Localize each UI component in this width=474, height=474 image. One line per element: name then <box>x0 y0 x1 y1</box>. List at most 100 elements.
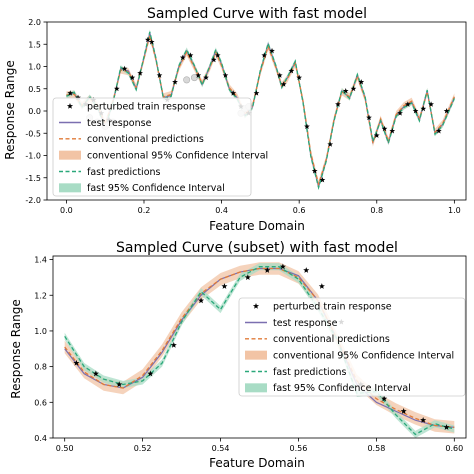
legend-handle <box>252 302 260 309</box>
fast-predictions-line <box>66 31 455 191</box>
chart-title: Sampled Curve (subset) with fast model <box>116 240 398 256</box>
train-point <box>145 36 151 43</box>
train-point <box>214 52 221 58</box>
legend-handle <box>59 150 81 160</box>
x-axis-label: Feature Domain <box>209 456 305 470</box>
y-tick-label: 1.0 <box>28 63 41 72</box>
x-tick-label: 0.0 <box>60 206 73 215</box>
y-tick-label: -1.5 <box>25 174 41 183</box>
y-tick-label: 1.4 <box>34 256 47 265</box>
y-axis-label: Response Range <box>3 60 17 159</box>
train-point <box>373 132 380 138</box>
x-tick-label: 0.8 <box>370 206 383 215</box>
x-tick-label: 0.58 <box>367 444 385 453</box>
train-point <box>170 342 177 348</box>
train-point <box>261 52 268 58</box>
train-point <box>319 176 326 183</box>
train-point <box>179 54 186 61</box>
legend: perturbed train response test response con… <box>238 297 466 397</box>
train-point <box>187 52 194 58</box>
train-point <box>222 72 229 78</box>
legend-label: perturbed train response <box>273 301 392 312</box>
train-point <box>303 267 310 273</box>
train-point <box>397 110 403 116</box>
conventional-predictions-line <box>64 267 455 428</box>
x-tick-label: 0.2 <box>138 206 151 215</box>
legend-label: conventional predictions <box>273 334 390 345</box>
x-tick-label: 1.0 <box>448 206 461 215</box>
train-point <box>129 74 136 81</box>
conventional-predictions-line <box>66 35 455 187</box>
chart-title: Sampled Curve with fast model <box>147 6 367 22</box>
legend-handle <box>245 350 267 360</box>
train-point <box>420 105 427 112</box>
x-tick-label: 0.56 <box>290 444 308 453</box>
outlier-point <box>190 74 198 82</box>
train-point <box>400 408 407 414</box>
fast-predictions-line <box>64 266 455 436</box>
train-point <box>389 128 396 134</box>
train-point <box>203 74 209 81</box>
legend-label: conventional 95% Confidence Interval <box>273 350 454 361</box>
train-point <box>221 283 228 289</box>
train-point <box>116 381 123 388</box>
train-point <box>358 79 365 85</box>
y-tick-label: 0.4 <box>34 434 47 443</box>
legend-label: test response <box>273 318 338 329</box>
train-point <box>366 114 372 121</box>
y-tick-label: -0.5 <box>25 129 41 138</box>
train-point <box>404 101 411 107</box>
y-tick-label: 2.0 <box>28 18 41 27</box>
y-tick-label: 1.2 <box>34 291 47 300</box>
train-point <box>296 74 303 81</box>
train-point <box>137 70 143 76</box>
train-point <box>381 395 388 402</box>
train-point <box>327 141 334 147</box>
train-point <box>318 283 325 289</box>
train-point <box>335 101 341 107</box>
legend-handle <box>245 383 267 393</box>
train-point <box>113 85 120 92</box>
x-tick-label: 0.6 <box>293 206 306 215</box>
chart-full-curve: Sampled Curve with fast model Feature Do… <box>3 6 467 233</box>
train-point <box>210 56 217 63</box>
y-tick-label: 0.5 <box>28 85 41 94</box>
train-point <box>342 87 349 94</box>
legend-label: conventional predictions <box>87 134 204 145</box>
y-tick-label: 0.6 <box>34 398 47 407</box>
train-point <box>92 370 99 377</box>
train-point <box>147 370 154 377</box>
train-point <box>381 125 388 132</box>
legend-box <box>238 297 466 397</box>
x-tick-label: 0.54 <box>212 444 230 453</box>
train-point <box>443 108 450 114</box>
train-point <box>420 416 427 423</box>
train-point <box>435 128 442 134</box>
chart-subset-curve: Sampled Curve (subset) with fast model F… <box>9 240 467 470</box>
train-point <box>443 424 450 430</box>
train-point <box>198 297 205 304</box>
x-tick-label: 0.4 <box>215 206 228 215</box>
train-point <box>195 72 202 78</box>
legend-label: fast predictions <box>87 167 161 178</box>
conventional-confidence-band <box>64 262 455 434</box>
train-point <box>412 108 419 114</box>
legend-label: fast 95% Confidence Interval <box>273 383 411 394</box>
train-point <box>264 267 271 273</box>
train-point <box>428 101 434 107</box>
train-point <box>121 65 128 72</box>
y-tick-label: -1.0 <box>25 152 41 161</box>
legend-handle <box>66 102 74 109</box>
legend-label: fast predictions <box>273 367 347 378</box>
train-point <box>75 94 81 101</box>
y-tick-label: 1.5 <box>28 40 41 49</box>
y-tick-label: 1.0 <box>34 327 47 336</box>
legend-label: conventional 95% Confidence Interval <box>87 150 268 161</box>
legend-label: fast 95% Confidence Interval <box>87 183 225 194</box>
train-point <box>280 81 287 87</box>
plot-frame <box>52 255 467 439</box>
train-point <box>67 90 74 96</box>
legend-label: test response <box>87 118 152 129</box>
legend: perturbed train response test response con… <box>52 97 268 197</box>
